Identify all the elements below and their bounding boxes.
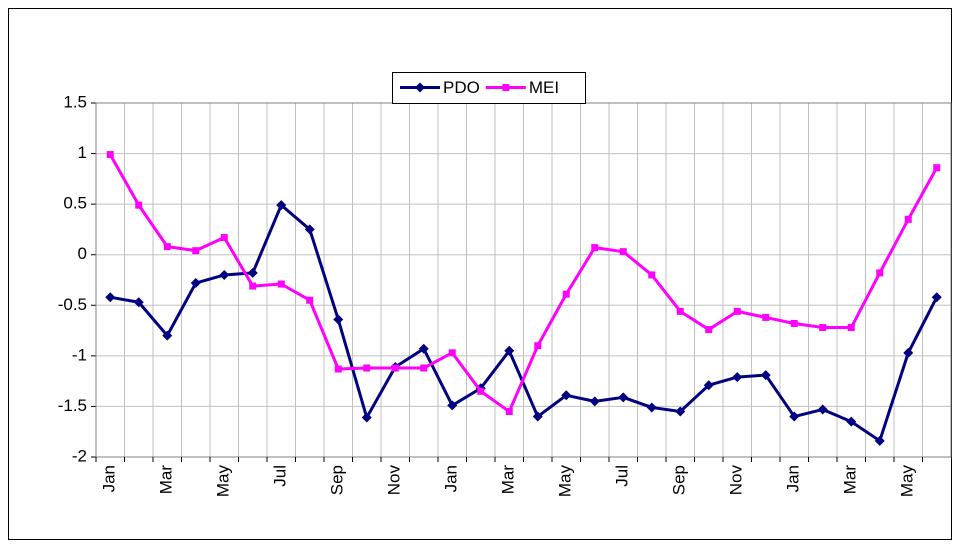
x-tick-label: Jan [442,465,461,492]
point [192,247,200,255]
point [276,200,287,211]
point [760,370,771,381]
point [133,297,144,308]
legend-marker [415,82,425,93]
point [703,380,714,391]
point [676,307,684,315]
point [648,271,656,279]
point [817,404,828,415]
point [135,201,143,209]
point [162,330,173,341]
point [846,416,857,427]
x-tick-label: Mar [499,465,518,495]
y-tick-label: 0.5 [63,194,87,213]
series-line [108,153,939,413]
point [505,407,513,415]
x-tick-label: Jul [613,465,632,487]
x-tick-label: Mar [841,465,860,495]
point [504,345,515,356]
point [532,411,543,422]
y-tick-label: 1.5 [63,92,87,111]
legend-marker [502,84,510,91]
y-tick-label: 1 [78,143,87,162]
point [219,269,230,280]
y-tick-label: -0.5 [58,295,87,314]
point [249,282,257,290]
legend: PDO MEI [392,72,586,104]
point [247,267,258,278]
point [874,435,885,446]
point [790,319,798,327]
x-tick-label: May [214,465,233,498]
point [561,390,572,401]
x-tick-label: Jul [271,465,290,487]
point [762,313,770,321]
point [789,411,800,422]
y-tick-label: -1 [72,345,87,364]
point [420,364,428,372]
legend-label: PDO [443,78,480,97]
point [220,234,228,242]
x-tick-label: May [556,465,575,498]
point [534,342,542,350]
point [562,290,570,298]
point [106,151,114,159]
y-tick-label: 0 [78,244,87,263]
point [876,269,884,277]
x-tick-label: May [898,465,917,498]
point [618,392,629,403]
point [418,343,429,354]
x-tick-label: Nov [385,465,404,496]
point [675,406,686,417]
point [105,292,116,303]
point [447,400,458,411]
point [333,314,344,325]
point [619,248,627,256]
point [732,372,743,383]
x-tick-label: Sep [670,465,689,495]
point [363,364,371,372]
point [277,280,285,288]
point [847,324,855,332]
series-line [109,203,939,443]
legend-label: MEI [529,78,559,97]
x-tick-label: Mar [157,465,176,495]
y-tick-label: -2 [72,446,87,465]
point [591,244,599,252]
point [304,224,315,235]
point [819,324,827,332]
point [334,365,342,373]
point [391,364,399,372]
point [306,296,314,304]
point [477,387,485,395]
x-tick-label: Jan [100,465,119,492]
point [904,215,912,223]
point [163,243,171,251]
point [448,349,456,357]
point [705,326,713,334]
point [733,307,741,315]
point [903,347,914,358]
point [589,396,600,407]
point [646,402,657,413]
point [933,164,941,172]
y-tick-label: -1.5 [58,396,87,415]
point [361,412,372,423]
x-tick-label: Sep [328,465,347,495]
x-tick-label: Nov [727,465,746,496]
point [190,278,201,289]
point [931,292,942,303]
x-tick-label: Jan [784,465,803,492]
